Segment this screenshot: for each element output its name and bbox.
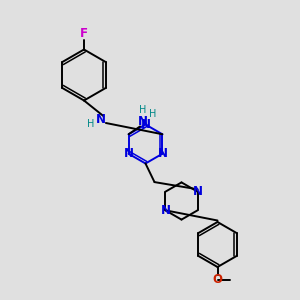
Text: N: N: [193, 185, 202, 198]
Text: O: O: [212, 273, 223, 286]
Text: N: N: [160, 204, 170, 217]
Text: H: H: [139, 105, 146, 115]
Text: H: H: [149, 110, 156, 119]
Text: N: N: [96, 112, 106, 126]
Text: F: F: [80, 27, 88, 40]
Text: N: N: [140, 118, 151, 131]
Text: N: N: [158, 147, 167, 160]
Text: N: N: [138, 115, 148, 128]
Text: N: N: [124, 147, 134, 160]
Text: H: H: [87, 119, 94, 129]
